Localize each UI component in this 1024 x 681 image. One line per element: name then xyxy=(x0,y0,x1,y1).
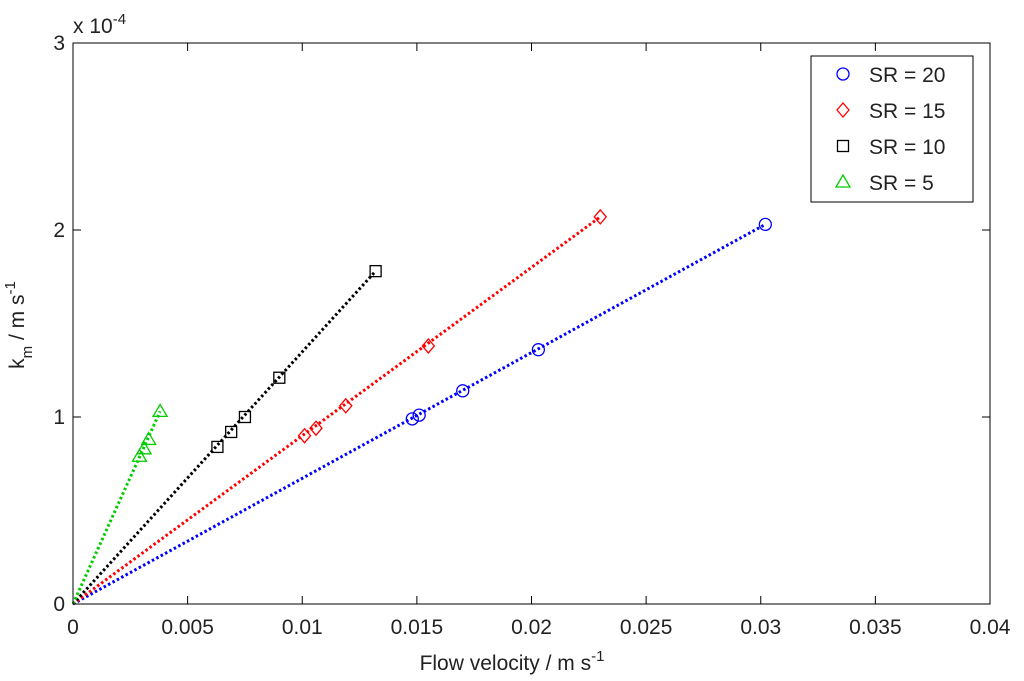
y-axis-label: km / m s-1 xyxy=(2,281,36,369)
x-axis-label-superscript: -1 xyxy=(591,648,604,665)
legend-marker xyxy=(836,67,850,81)
data-point xyxy=(369,264,382,278)
data-point xyxy=(309,420,323,437)
y-tick-label: 1 xyxy=(53,406,65,429)
fit-line-2 xyxy=(72,215,602,606)
x-tick-label: 0.015 xyxy=(391,616,444,639)
data-point xyxy=(211,440,224,454)
data-point xyxy=(225,425,238,439)
legend-label: SR = 20 xyxy=(869,64,945,87)
x-tick-label: 0.035 xyxy=(849,616,902,639)
data-point xyxy=(593,208,608,225)
data-point xyxy=(131,447,148,462)
y-tick-label: 0 xyxy=(53,593,65,616)
x-tick-label: 0 xyxy=(67,616,79,639)
x-axis-label: Flow velocity / m s-1 xyxy=(420,648,605,675)
y-axis-label-subscript: m xyxy=(19,346,36,359)
x-tick-label: 0.03 xyxy=(740,616,781,639)
legend-marker xyxy=(836,139,850,153)
y-tick-label: 3 xyxy=(53,32,65,55)
data-point xyxy=(151,403,169,418)
legend-label: SR = 15 xyxy=(869,100,945,123)
legend-label: SR = 5 xyxy=(869,172,934,195)
x-tick-label: 0.025 xyxy=(620,616,673,639)
data-point xyxy=(297,427,312,444)
legend: SR = 20 SR = 15 SR = 10 SR = 5 xyxy=(810,55,974,203)
legend-marker xyxy=(836,102,850,118)
data-point xyxy=(421,337,436,354)
y-axis-label-main: k xyxy=(6,358,29,369)
y-axis-label-rest: / m s xyxy=(6,295,29,346)
data-point xyxy=(273,371,286,384)
multiplier-base: x 10 xyxy=(73,15,113,38)
data-markers xyxy=(131,208,772,462)
legend-label: SR = 10 xyxy=(869,136,945,159)
data-point xyxy=(412,408,426,422)
y-tick-label: 2 xyxy=(53,219,65,242)
legend-marker xyxy=(834,173,852,188)
data-point xyxy=(238,410,252,424)
data-point xyxy=(531,343,546,357)
x-tick-label: 0.005 xyxy=(161,616,214,639)
multiplier-exponent: -4 xyxy=(113,11,126,28)
x-axis-label-text: Flow velocity / m s xyxy=(420,652,592,675)
y-axis-multiplier: x 10-4 xyxy=(73,11,126,38)
x-tick-label: 0.02 xyxy=(511,616,552,639)
x-tick-label: 0.01 xyxy=(282,616,323,639)
data-point xyxy=(456,384,470,398)
fit-line-1 xyxy=(72,223,767,606)
data-point xyxy=(135,440,153,455)
axes: 0 0.005 0.01 0.015 0.02 0.025 0.03 0.035 0.04 0 1 2… xyxy=(53,32,1010,639)
data-point xyxy=(140,431,157,446)
data-point xyxy=(405,412,419,426)
x-tick-label: 0.04 xyxy=(970,616,1011,639)
data-point xyxy=(338,397,353,414)
legend-box xyxy=(810,55,974,203)
data-point xyxy=(758,217,772,232)
y-axis-label-superscript: -1 xyxy=(2,281,19,294)
